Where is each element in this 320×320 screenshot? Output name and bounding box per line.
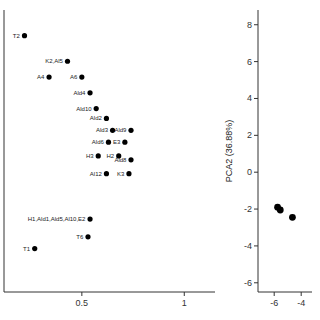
panel-0: 0.5 1 T2 K2,Al5 A4 A6 Ald4 Ald10 Ald2 Ald3 Ald9 Ald… <box>4 10 215 308</box>
y-tick <box>254 98 258 99</box>
y-axis-label: PCA2 (36.88%) <box>224 120 234 183</box>
points <box>274 204 296 221</box>
point <box>104 171 109 176</box>
y-tick <box>254 135 258 136</box>
point-label: T1 <box>23 246 31 252</box>
y-tick-label: 6 <box>247 57 252 67</box>
x-tick-label: -4 <box>297 298 305 308</box>
point-label: Ald4 <box>73 90 86 96</box>
points <box>22 33 134 251</box>
y-axis-line <box>4 10 5 292</box>
point-label: Ald3 <box>96 127 109 133</box>
y-tick-label: 8 <box>247 20 252 30</box>
point-label: A4 <box>37 74 45 80</box>
point <box>87 90 92 95</box>
point-label: Al12 <box>90 171 103 177</box>
point-label: H3 <box>86 153 94 159</box>
point-label: K2,Al5 <box>45 58 63 64</box>
point <box>126 171 131 176</box>
chart: 0.5 1 T2 K2,Al5 A4 A6 Ald4 Ald10 Ald2 Ald3 Ald9 Ald… <box>0 0 320 320</box>
x-axis-line <box>258 292 312 293</box>
x-tick <box>274 292 275 296</box>
y-tick-label: -2 <box>244 204 252 214</box>
point-label: Ald8 <box>114 157 127 163</box>
x-tick-label: 1 <box>182 298 187 308</box>
x-tick-label: 0.5 <box>76 298 89 308</box>
point-label: T6 <box>76 234 84 240</box>
y-tick-label: -6 <box>244 278 252 288</box>
point <box>85 234 90 239</box>
y-tick <box>254 24 258 25</box>
point-label: Ald6 <box>92 139 105 145</box>
y-tick <box>254 61 258 62</box>
point-label: Ald9 <box>114 127 127 133</box>
y-tick <box>254 209 258 210</box>
y-tick-label: 0 <box>247 167 252 177</box>
x-tick <box>81 292 82 296</box>
point <box>32 246 37 251</box>
point <box>128 128 133 133</box>
point <box>46 74 51 79</box>
point <box>22 33 27 38</box>
x-axis-line <box>4 292 215 293</box>
point <box>87 216 92 221</box>
y-tick-label: 4 <box>247 93 252 103</box>
point <box>94 106 99 111</box>
x-tick-label: -6 <box>270 298 278 308</box>
x-tick <box>184 292 185 296</box>
y-tick <box>254 282 258 283</box>
panel-1: -6 -4 -6 -4 -2 0 2 4 6 8 PCA2 (36.88%) <box>224 10 312 308</box>
point <box>79 74 84 79</box>
point <box>122 140 127 145</box>
point <box>277 207 284 214</box>
x-tick <box>301 292 302 296</box>
point-label: Ald2 <box>90 115 103 121</box>
y-tick-label: 2 <box>247 130 252 140</box>
point <box>128 157 133 162</box>
y-axis-line <box>258 10 259 292</box>
y-tick <box>254 172 258 173</box>
point-label: H1,Ald1,Ald5,Al10,E2 <box>28 216 86 222</box>
point-label: E3 <box>113 139 121 145</box>
point <box>106 140 111 145</box>
point <box>96 153 101 158</box>
y-tick-label: -4 <box>244 241 252 251</box>
point-label: K3 <box>117 171 125 177</box>
point <box>65 59 70 64</box>
point-label: A6 <box>70 74 78 80</box>
point-label: T2 <box>13 33 21 39</box>
point <box>104 116 109 121</box>
point-label: Ald10 <box>76 106 92 112</box>
point <box>289 214 296 221</box>
y-tick <box>254 245 258 246</box>
